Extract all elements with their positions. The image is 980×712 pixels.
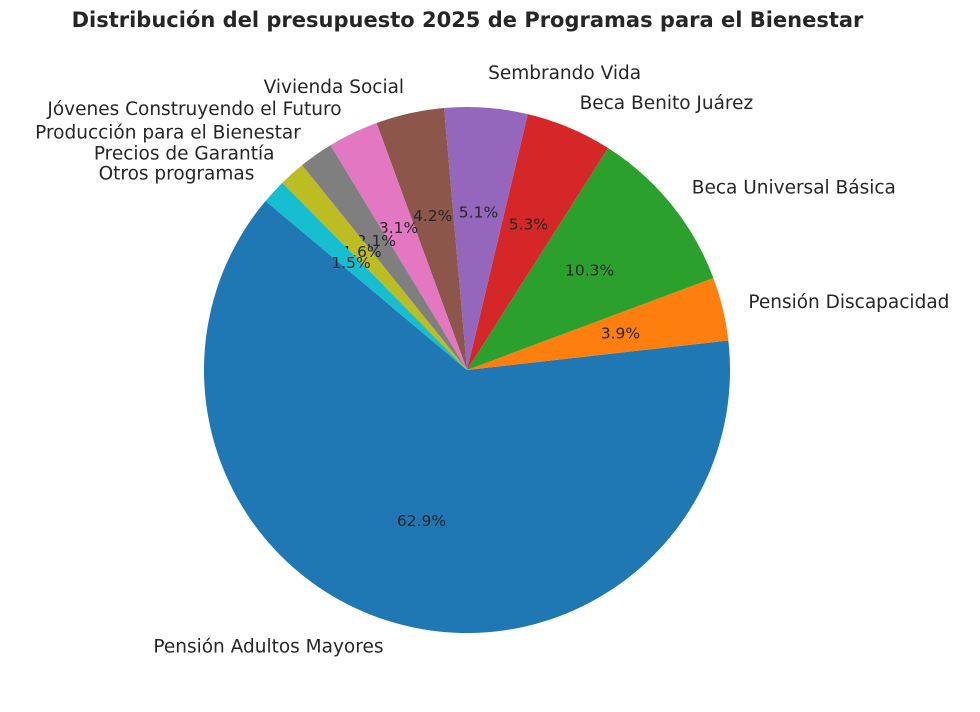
pie-slice [282,165,467,370]
pie-slice [265,182,467,370]
slice-percent-label: 1.5% [331,254,370,272]
slice-category-label: Otros programas [99,163,255,184]
pie-slice [467,114,609,370]
pie-slice [204,200,730,633]
pie-slice [330,123,467,370]
slice-category-label: Sembrando Vida [488,63,641,84]
slice-category-label: Pensión Discapacidad [748,292,949,313]
slice-percent-label: 62.9% [397,512,446,530]
slice-category-label: Producción para el Bienestar [35,123,301,144]
slice-category-label: Jóvenes Construyendo el Futuro [46,99,341,120]
pie-slice [376,108,467,370]
slice-category-label: Vivienda Social [264,77,404,98]
slice-percent-label: 5.3% [509,216,548,234]
slice-category-label: Pensión Adultos Mayores [153,636,383,657]
slice-percent-label: 3.1% [379,219,418,237]
slice-percent-label: 4.2% [413,207,452,225]
pie-slice [467,148,714,370]
slice-category-label: Precios de Garantía [94,144,275,165]
slice-category-label: Beca Benito Juárez [580,93,754,114]
slice-percent-label: 10.3% [565,262,614,280]
pie-slice [444,107,528,370]
pie-slice [302,145,467,370]
chart-title: Distribución del presupuesto 2025 de Pro… [71,8,864,32]
pie-slice [467,277,729,370]
slice-category-label: Beca Universal Básica [692,177,896,198]
slice-percent-label: 3.9% [601,324,640,342]
slice-percent-label: 5.1% [459,204,498,222]
